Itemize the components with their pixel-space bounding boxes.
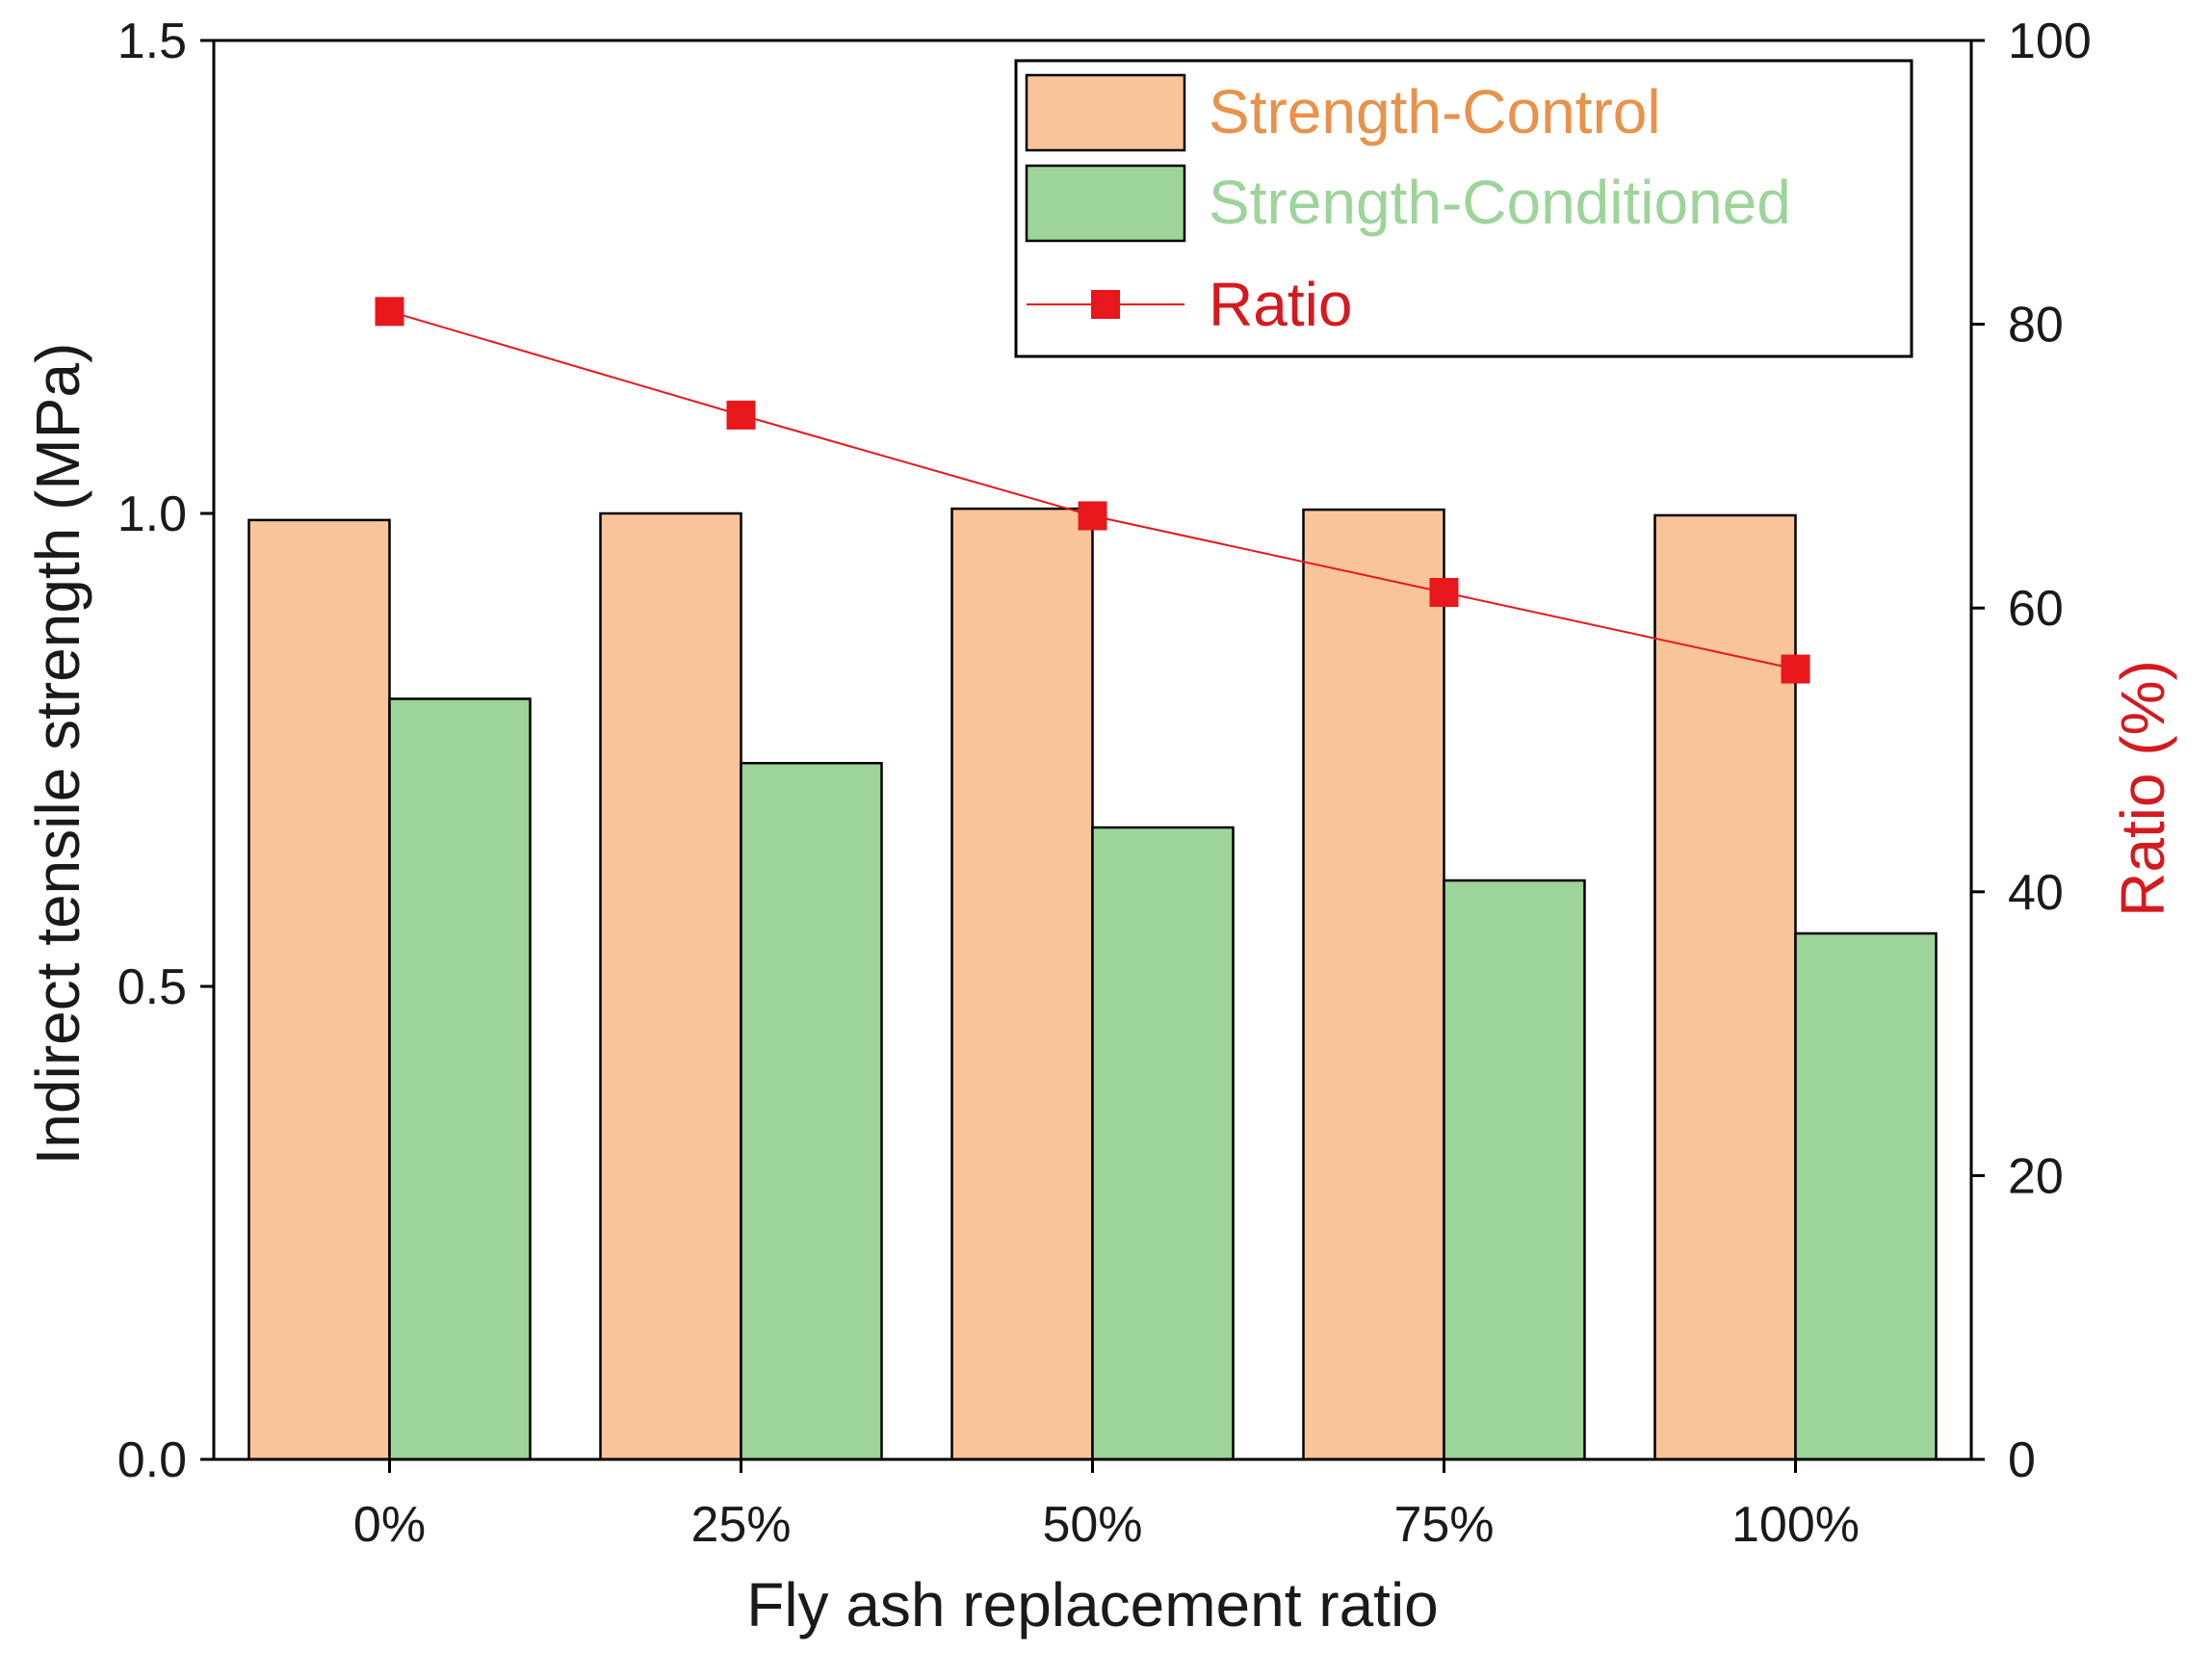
y-axis-title: Indirect tensile strength (MPa): [23, 343, 92, 1166]
y-tick-label: 0.0: [117, 1432, 187, 1488]
ratio-marker-25pct: [726, 400, 756, 430]
bar-strength-control-50pct: [950, 507, 1094, 1461]
ratio-marker-75pct: [1429, 577, 1459, 607]
legend-label-strength-conditioned: Strength-Conditioned: [1209, 168, 1791, 237]
legend-swatch-strength-conditioned: [1025, 164, 1186, 243]
bar-strength-conditioned-75pct: [1443, 879, 1586, 1461]
legend-swatch-strength-control: [1025, 73, 1186, 152]
ticks-layer: 0.0 0.5 1.0 1.5 0 20 40 60 80 100 0% 25% 50% 75% 100%: [117, 13, 2092, 1553]
legend-label-ratio: Ratio: [1209, 270, 1352, 339]
y-tick-label: 0.5: [117, 959, 187, 1015]
bar-strength-conditioned-100pct: [1794, 931, 1938, 1461]
legend: Strength-Control Strength-Conditioned Ra…: [1014, 59, 1913, 358]
x-tick-label: 75%: [1393, 1497, 1494, 1553]
bar-strength-control-100pct: [1653, 513, 1797, 1461]
y2-tick-label: 40: [2008, 865, 2064, 921]
bar-strength-conditioned-25pct: [740, 761, 883, 1461]
bar-strength-control-25pct: [599, 512, 742, 1461]
y2-tick-label: 100: [2008, 13, 2092, 69]
bar-strength-conditioned-0pct: [388, 697, 532, 1461]
y-tick-label: 1.0: [117, 486, 187, 542]
y2-tick-label: 0: [2008, 1432, 2036, 1488]
y2-tick-label: 20: [2008, 1148, 2064, 1204]
x-tick-label: 0%: [353, 1497, 426, 1553]
legend-label-strength-control: Strength-Control: [1209, 77, 1661, 146]
ratio-marker-100pct: [1781, 654, 1810, 684]
ratio-line-layer: [375, 297, 1810, 684]
y2-axis-title: Ratio (%): [2108, 660, 2177, 917]
x-tick-label: 25%: [690, 1497, 791, 1553]
bars-layer: [247, 507, 1938, 1461]
x-tick-label: 100%: [1731, 1497, 1860, 1553]
ratio-marker-50pct: [1078, 501, 1107, 531]
y-tick-label: 1.5: [117, 13, 187, 69]
bar-strength-conditioned-50pct: [1091, 826, 1235, 1461]
y2-tick-label: 60: [2008, 581, 2064, 637]
x-tick-label: 50%: [1042, 1497, 1142, 1553]
ratio-marker-0pct: [375, 297, 404, 327]
y2-tick-label: 80: [2008, 298, 2064, 354]
legend-swatch-ratio-marker: [1091, 290, 1120, 319]
bar-strength-control-0pct: [247, 518, 391, 1461]
x-axis-title: Fly ash replacement ratio: [746, 1570, 1439, 1640]
bar-strength-control-75pct: [1302, 508, 1445, 1461]
